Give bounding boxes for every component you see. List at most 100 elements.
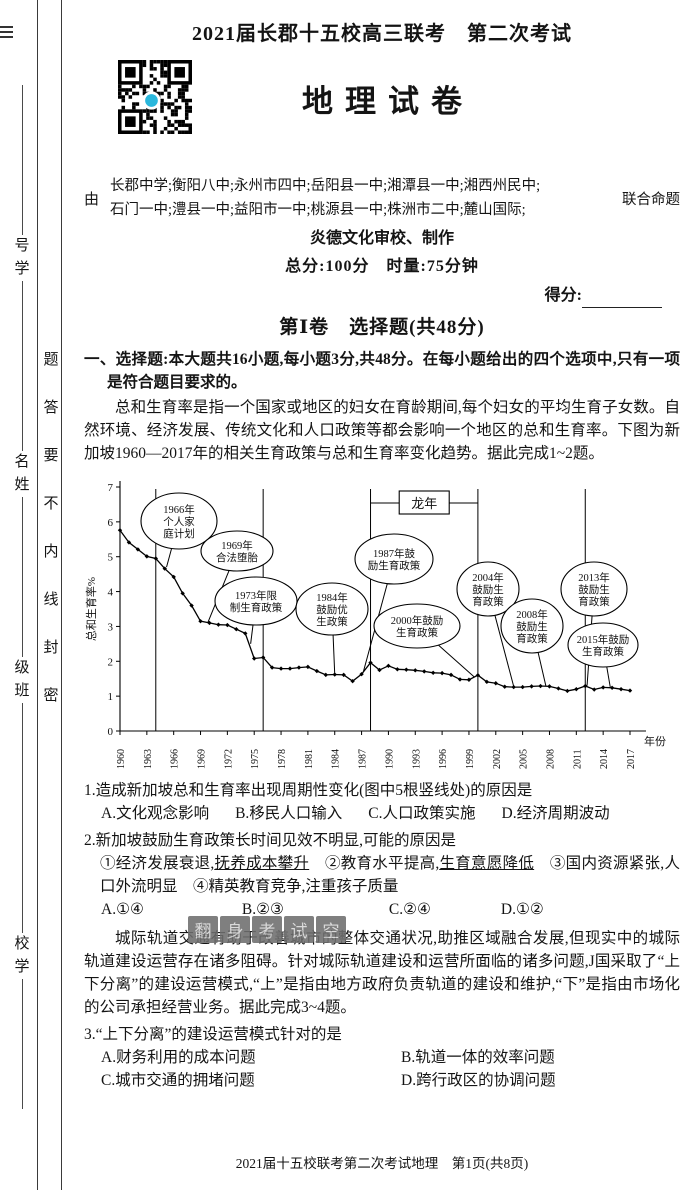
seal-line-inner bbox=[61, 0, 62, 1190]
field-blank-line bbox=[21, 703, 23, 933]
schools-block: 由 长郡中学;衡阳八中;永州市四中;岳阳县一中;湘潭县一中;湘西州民中; 石门一… bbox=[84, 174, 680, 222]
option-c: C.人口政策实施 bbox=[368, 805, 476, 822]
svg-text:1966: 1966 bbox=[170, 749, 181, 769]
seal-text-char: 内 bbox=[43, 544, 59, 560]
svg-text:7: 7 bbox=[108, 482, 114, 494]
field-blank-line bbox=[21, 979, 23, 1109]
review-line: 炎德文化审校、制作 bbox=[309, 230, 454, 247]
svg-text:个人家: 个人家 bbox=[163, 515, 195, 528]
svg-text:1984年: 1984年 bbox=[316, 591, 348, 604]
cut-mark bbox=[0, 36, 13, 38]
svg-text:2008: 2008 bbox=[545, 749, 556, 769]
svg-text:鼓励优: 鼓励优 bbox=[316, 603, 348, 616]
option-b: B.②③ bbox=[241, 901, 284, 918]
svg-text:1978: 1978 bbox=[277, 749, 288, 769]
score-row: 得分: bbox=[84, 284, 680, 308]
svg-text:1969: 1969 bbox=[197, 749, 208, 769]
svg-text:总和生育率%: 总和生育率% bbox=[84, 577, 98, 641]
svg-text:2000年鼓励: 2000年鼓励 bbox=[391, 614, 444, 627]
seal-text-char: 不 bbox=[43, 496, 59, 512]
option-c: C.城市交通的拥堵问题 bbox=[101, 1072, 255, 1089]
question-3-stem: 3.“上下分离”的建设运营模式针对的是 bbox=[84, 1026, 342, 1043]
field-label-char: 级 bbox=[14, 660, 30, 676]
svg-text:1984: 1984 bbox=[331, 749, 342, 769]
svg-text:鼓励生: 鼓励生 bbox=[578, 583, 610, 596]
question-2-stem: 2.新加坡鼓励生育政策长时间见效不明显,可能的原因是 bbox=[84, 832, 457, 849]
svg-text:生育政策: 生育政策 bbox=[582, 645, 624, 658]
svg-text:育政策: 育政策 bbox=[516, 632, 548, 645]
page-footer: 2021届十五校联考第二次考试地理 第1页(共8页) bbox=[235, 1156, 529, 1171]
svg-text:0: 0 bbox=[108, 726, 114, 738]
field-blank-line bbox=[21, 497, 23, 657]
svg-text:2015年鼓励: 2015年鼓励 bbox=[577, 633, 630, 646]
svg-text:1960: 1960 bbox=[116, 749, 127, 769]
qr-dot bbox=[145, 94, 158, 107]
svg-text:2005: 2005 bbox=[519, 749, 530, 769]
svg-text:2004年: 2004年 bbox=[472, 571, 504, 584]
by-label: 由 bbox=[84, 191, 100, 208]
binding-fields-column: 号学名姓级班校学 bbox=[10, 85, 34, 1109]
question-2-statements: ①经济发展衰退,抚养成本攀升 ②教育水平提高,生育意愿降低 ③国内资源紧张,人口… bbox=[100, 855, 680, 895]
field-label-char: 姓 bbox=[14, 477, 30, 493]
option-a: A.文化观念影响 bbox=[101, 805, 210, 822]
svg-text:2002: 2002 bbox=[492, 749, 503, 769]
fertility-chart: 0 1 2 3 4 5 6 7 1960 1963 1966 1969 1972 1975 1978 1981… bbox=[84, 473, 676, 775]
seal-line-outer bbox=[37, 0, 38, 1190]
question-1-stem: 1.造成新加坡总和生育率出现周期性变化(图中5根竖线处)的原因是 bbox=[84, 782, 533, 799]
seal-text-char: 答 bbox=[43, 400, 59, 416]
svg-text:1999: 1999 bbox=[465, 749, 476, 769]
svg-text:2017: 2017 bbox=[626, 749, 637, 769]
question-2: 2.新加坡鼓励生育政策长时间见效不明显,可能的原因是 ①经济发展衰退,抚养成本攀… bbox=[84, 829, 680, 921]
svg-text:2: 2 bbox=[108, 656, 114, 668]
seal-text-char: 题 bbox=[43, 352, 59, 368]
score-time-line: 总分:100分 时量:75分钟 bbox=[285, 258, 479, 275]
question-1-options: A.文化观念影响 B.移民人口输入 C.人口政策实施 D.经济周期波动 bbox=[84, 802, 680, 825]
svg-text:2008年: 2008年 bbox=[516, 608, 548, 621]
school-lines: 长郡中学;衡阳八中;永州市四中;岳阳县一中;湘潭县一中;湘西州民中; 石门一中;… bbox=[106, 174, 608, 222]
svg-text:1: 1 bbox=[108, 691, 114, 703]
svg-text:2011: 2011 bbox=[572, 749, 583, 769]
svg-text:制生育政策: 制生育政策 bbox=[230, 601, 283, 614]
intro-paragraph: 总和生育率是指一个国家或地区的妇女在育龄期间,每个妇女的平均生育子女数。自然环境… bbox=[84, 399, 680, 462]
seal-text-column: 题答要不内线封密 bbox=[41, 348, 61, 705]
svg-text:2014: 2014 bbox=[599, 749, 610, 769]
svg-text:励生育政策: 励生育政策 bbox=[368, 559, 421, 572]
question-1: 1.造成新加坡总和生育率出现周期性变化(图中5根竖线处)的原因是 A.文化观念影… bbox=[84, 779, 680, 825]
option-d: D.①② bbox=[500, 901, 544, 918]
watermark-char: 身 bbox=[220, 916, 250, 943]
header: 地理试卷 bbox=[84, 48, 680, 166]
svg-text:1973年限: 1973年限 bbox=[235, 589, 277, 602]
svg-text:1993: 1993 bbox=[411, 749, 422, 769]
svg-text:1990: 1990 bbox=[384, 749, 395, 769]
field-label-char: 校 bbox=[14, 936, 30, 952]
school-line-1: 长郡中学;衡阳八中;永州市四中;岳阳县一中;湘潭县一中;湘西州民中; bbox=[110, 178, 541, 194]
svg-text:育政策: 育政策 bbox=[472, 595, 504, 608]
svg-text:5: 5 bbox=[108, 552, 114, 564]
field-blank-line bbox=[21, 85, 23, 235]
svg-text:1975: 1975 bbox=[250, 749, 261, 769]
option-b: B.移民人口输入 bbox=[235, 805, 343, 822]
svg-text:6: 6 bbox=[108, 517, 114, 529]
svg-text:1987: 1987 bbox=[358, 749, 369, 769]
field-label-char: 学 bbox=[14, 959, 30, 975]
svg-text:生政策: 生政策 bbox=[316, 615, 348, 628]
seal-text-char: 密 bbox=[43, 688, 59, 704]
watermark: 翻身考试空 bbox=[188, 916, 346, 943]
svg-text:4: 4 bbox=[108, 587, 114, 599]
field-label-char: 学 bbox=[14, 261, 30, 277]
cut-mark bbox=[0, 31, 13, 33]
svg-text:1996: 1996 bbox=[438, 749, 449, 769]
score-label: 得分: bbox=[544, 287, 582, 304]
svg-text:生育政策: 生育政策 bbox=[396, 626, 438, 639]
page-title: 2021届长郡十五校高三联考 第二次考试 bbox=[192, 23, 572, 45]
svg-text:鼓励生: 鼓励生 bbox=[516, 620, 548, 633]
field-blank-line bbox=[21, 281, 23, 451]
score-blank bbox=[582, 292, 662, 308]
option-b: B.轨道一体的效率问题 bbox=[401, 1049, 555, 1066]
option-c: C.②④ bbox=[388, 901, 431, 918]
section-title: 第Ⅰ卷 选择题(共48分) bbox=[279, 317, 485, 338]
svg-text:龙年: 龙年 bbox=[411, 496, 437, 511]
svg-text:庭计划: 庭计划 bbox=[163, 527, 195, 540]
svg-text:3: 3 bbox=[108, 621, 114, 633]
svg-text:1981: 1981 bbox=[304, 749, 315, 769]
